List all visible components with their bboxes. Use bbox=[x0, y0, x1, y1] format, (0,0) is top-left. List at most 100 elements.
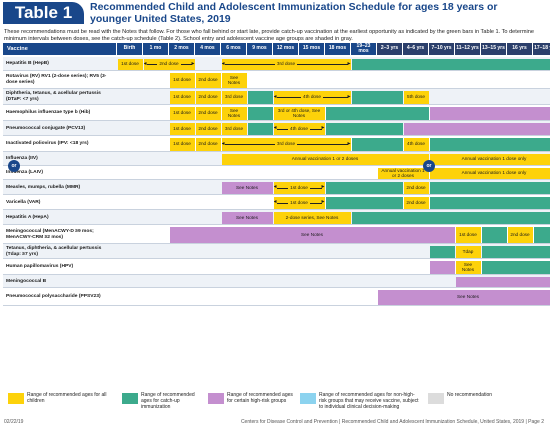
column-header: 18 mos bbox=[325, 43, 351, 55]
cell-text: 2nd dose bbox=[198, 94, 218, 100]
cell-text: 3rd or 4th dose, See Notes bbox=[273, 107, 325, 119]
arrow-right-icon: ▸ bbox=[321, 125, 325, 131]
cell-text: 1st dose bbox=[121, 61, 139, 67]
schedule-cell: See Notes bbox=[169, 226, 455, 243]
column-header: 19–23 mos bbox=[351, 43, 377, 55]
arrow-right-icon: ▸ bbox=[191, 60, 195, 67]
cell-text: 1st dose bbox=[173, 110, 191, 116]
vaccine-name: Measles, mumps, rubella (MMR) bbox=[6, 184, 81, 190]
cell-text: See Notes bbox=[457, 294, 479, 300]
cell-text: See Notes bbox=[301, 231, 323, 237]
schedule-cell bbox=[403, 122, 550, 135]
schedule-cell: 2nd dose bbox=[507, 226, 533, 243]
vaccine-name: Human papillomavirus (HPV) bbox=[6, 264, 74, 270]
cell-text: 4th dose bbox=[301, 94, 323, 100]
schedule-cell: 3rd dose bbox=[221, 122, 247, 135]
schedule-cell: 3rd dose bbox=[221, 90, 247, 104]
table-row bbox=[3, 71, 550, 89]
legend-item: Range of recommended ages for catch-up i… bbox=[122, 392, 202, 410]
column-header: 6 mos bbox=[221, 43, 247, 55]
schedule-cell bbox=[248, 73, 550, 88]
schedule-cell: 1st dose bbox=[169, 137, 195, 151]
legend-swatch bbox=[8, 393, 24, 404]
column-header: 4–6 yrs bbox=[403, 43, 429, 55]
schedule-cell: 5th dose bbox=[403, 90, 429, 104]
column-header: Birth bbox=[117, 43, 143, 55]
table-label: Table 1 bbox=[3, 2, 84, 24]
schedule-cell bbox=[118, 91, 169, 104]
footer-source: Centers for Disease Control and Preventi… bbox=[240, 419, 544, 425]
vaccine-name: Pneumococcal conjugate (PCV13) bbox=[6, 125, 86, 131]
schedule-cell bbox=[247, 106, 273, 120]
schedule-cell: Annual vaccination 1 or 2 doses bbox=[377, 167, 429, 179]
column-header: 2–3 yrs bbox=[377, 43, 403, 55]
cell-text: 1st dose bbox=[173, 77, 191, 83]
schedule-cell bbox=[118, 107, 169, 120]
legend-swatch bbox=[122, 393, 138, 404]
schedule-cell: See Notes bbox=[221, 181, 273, 194]
schedule-cell bbox=[481, 260, 550, 274]
column-header: 16 yrs bbox=[507, 43, 533, 55]
schedule-cell bbox=[247, 122, 273, 135]
schedule-cell bbox=[118, 246, 429, 258]
schedule-cell bbox=[351, 211, 550, 224]
column-header: 11–12 yrs bbox=[455, 43, 481, 55]
legend-item: Range of recommended ages for non-high-r… bbox=[300, 392, 420, 410]
cell-text: Annual vaccination 1 dose only bbox=[461, 156, 527, 162]
schedule-cell bbox=[118, 73, 169, 88]
cell-text: Annual vaccination 1 or 2 doses bbox=[291, 156, 359, 162]
legend-swatch bbox=[428, 393, 444, 404]
cell-text: Tdap bbox=[462, 248, 474, 254]
vaccine-name: Inactivated poliovirus (IPV: <18 yrs) bbox=[6, 141, 89, 147]
schedule-cell: See Notes bbox=[221, 106, 247, 120]
footer: 02/22/19 Centers for Disease Control and… bbox=[0, 416, 550, 428]
cell-text: See Notes bbox=[461, 261, 475, 272]
cell-text: 2nd dose bbox=[198, 110, 218, 116]
schedule-cell: 4th dose ◂ ▸ bbox=[273, 122, 325, 135]
arrow-right-icon: ▸ bbox=[321, 199, 325, 205]
vaccine-name: Diphtheria, tetanus, & acellular pertuss… bbox=[6, 91, 101, 102]
schedule-cell bbox=[325, 181, 403, 194]
schedule-cell: 2nd dose bbox=[403, 196, 429, 209]
legend-swatch bbox=[300, 393, 316, 404]
vaccine-name: Varicella (VAR) bbox=[6, 199, 41, 205]
vaccine-name: Rotavirus (RV) RV1 (2-dose series); RV5 … bbox=[6, 74, 107, 85]
legend-label: Range of recommended ages for catch-up i… bbox=[141, 392, 195, 410]
schedule-cell: 2-dose series, See Notes bbox=[273, 211, 351, 224]
cell-text: See Notes bbox=[236, 214, 258, 220]
schedule-cell: 1st dose bbox=[169, 106, 195, 120]
vaccine-name: Meningococcal (MenACWY-D ≥9 mos; MenACWY… bbox=[6, 228, 94, 240]
schedule-cell bbox=[247, 90, 273, 104]
table-row bbox=[3, 244, 550, 259]
cell-text: 4th dose bbox=[407, 141, 425, 147]
footer-date: 02/22/19 bbox=[4, 419, 24, 425]
schedule-cell bbox=[118, 154, 221, 165]
legend-swatch bbox=[208, 393, 224, 404]
schedule-cell bbox=[118, 123, 169, 135]
schedule-cell bbox=[429, 260, 455, 274]
schedule-cell: 2nd dose bbox=[195, 90, 221, 104]
cell-text: 2-dose series, See Notes bbox=[285, 214, 339, 220]
cell-text: 2nd dose bbox=[157, 61, 181, 67]
cell-text: 1st dose bbox=[288, 199, 310, 206]
schedule-cell: 1st dose bbox=[169, 90, 195, 104]
cell-text: 3rd dose bbox=[224, 94, 244, 100]
cell-text: 2nd dose bbox=[406, 199, 426, 205]
schedule-cell bbox=[430, 91, 550, 104]
cell-text: 1st dose bbox=[459, 231, 477, 237]
vaccine-name: Influenza (IIV) bbox=[6, 156, 38, 162]
cell-text: 2nd dose bbox=[406, 184, 426, 190]
arrow-left-icon: ◂ bbox=[273, 199, 277, 205]
schedule-cell: 4th dose bbox=[403, 137, 429, 151]
page-title: Recommended Child and Adolescent Immuniz… bbox=[90, 1, 498, 25]
arrow-left-icon: ◂ bbox=[273, 125, 277, 131]
arrow-right-icon: ▸ bbox=[321, 184, 325, 190]
legend-label: No recommendation bbox=[447, 392, 493, 398]
schedule-cell: 1st dose ◂ ▸ bbox=[273, 196, 325, 209]
schedule-cell bbox=[429, 106, 550, 120]
legend-label: Range of recommended ages for non-high-r… bbox=[319, 392, 419, 410]
schedule-cell bbox=[481, 226, 507, 243]
schedule-cell: 1st dose bbox=[117, 58, 143, 70]
arrow-right-icon: ▸ bbox=[347, 93, 351, 100]
cell-text: 2nd dose bbox=[198, 77, 218, 83]
